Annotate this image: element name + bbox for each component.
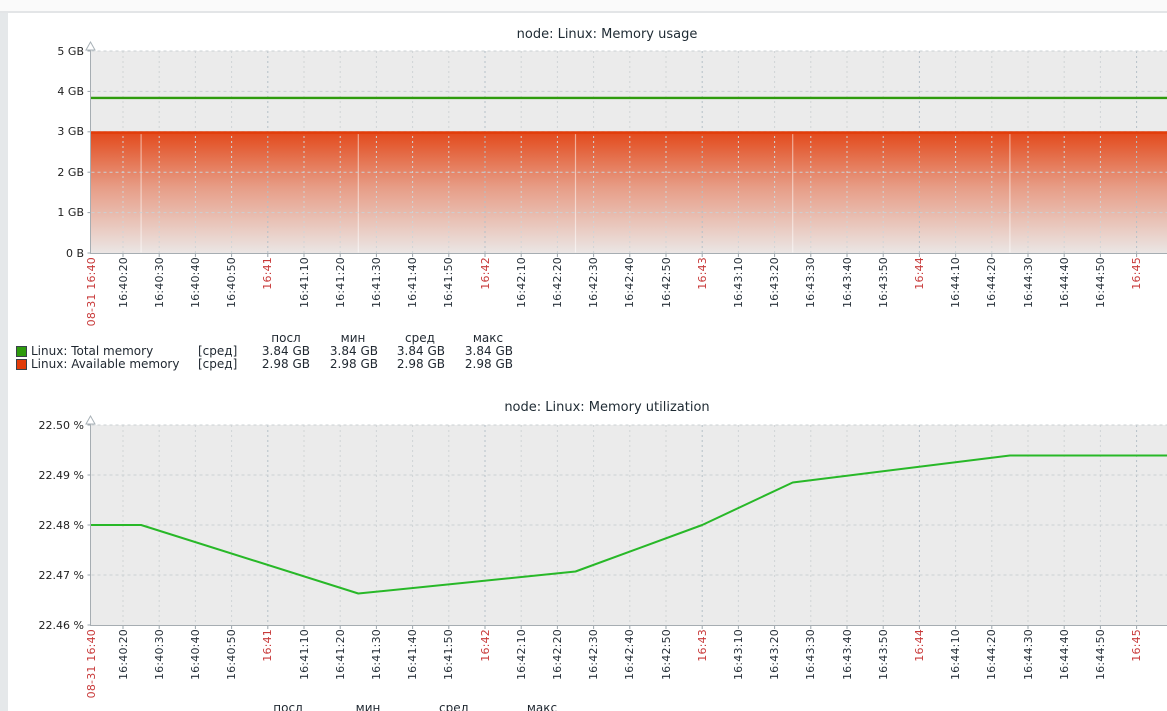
x-tick-label: 16:42:30: [587, 257, 601, 309]
x-tick-label: 16:44:50: [1093, 257, 1107, 309]
x-tick-label: 16:40:20: [116, 629, 130, 681]
legend-stat-value: 2.98 GB: [464, 357, 513, 371]
top-strip: [0, 0, 1167, 13]
y-axis-label: 2 GB: [57, 165, 84, 179]
x-tick-label: 16:40:40: [188, 629, 202, 681]
y-axis-label: 22.47 %: [38, 568, 84, 582]
x-tick-label: 16:45: [1130, 257, 1144, 290]
x-tick-label: 16:43: [695, 629, 709, 662]
x-tick-label: 16:40:20: [116, 257, 130, 309]
legend-series-label: Linux: Available memory: [31, 357, 180, 371]
legend-stat-value: 3.84 GB: [464, 344, 513, 358]
x-tick-label: 16:44:10: [949, 257, 963, 309]
x-tick-label: 16:44:10: [949, 629, 963, 681]
x-tick-label: 16:44:30: [1021, 629, 1035, 681]
x-tick-label: 16:41:40: [406, 629, 420, 681]
x-tick-label: 16:41:30: [369, 629, 383, 681]
x-tick-label: 16:44:20: [985, 629, 999, 681]
x-tick-label: 16:42:50: [659, 629, 673, 681]
legend-stat-value: 3.84 GB: [261, 344, 310, 358]
x-start-date-label: 08-31 16:40: [84, 629, 98, 699]
legend-stat-value: 3.84 GB: [329, 344, 378, 358]
memory-usage-plot-area[interactable]: [91, 51, 1167, 253]
y-axis-label: 4 GB: [57, 84, 84, 98]
x-tick-label: 16:45: [1130, 629, 1144, 662]
y-axis-label: 3 GB: [57, 125, 84, 139]
x-tick-label: 16:44:50: [1093, 629, 1107, 681]
y-axis-label: 5 GB: [57, 44, 84, 58]
y-axis-label: 22.50 %: [38, 418, 84, 432]
x-tick-label: 16:43:20: [768, 629, 782, 681]
x-tick-label: 16:44: [912, 629, 926, 662]
x-tick-label: 16:40:50: [225, 629, 239, 681]
x-tick-label: 16:44:40: [1057, 257, 1071, 309]
x-tick-label: 16:43:50: [876, 257, 890, 309]
x-tick-label: 16:43:10: [731, 629, 745, 681]
legend-stat-value: 2.98 GB: [261, 357, 310, 371]
y-axis-label: 0 B: [65, 246, 84, 260]
legend-series-label: Linux: Total memory: [31, 344, 154, 358]
x-tick-label: 16:40:30: [152, 257, 166, 309]
x-tick-label: 16:41:20: [333, 629, 347, 681]
x-tick-label: 16:43: [695, 257, 709, 290]
x-tick-label: 16:42:10: [514, 629, 528, 681]
x-tick-label: 16:44:20: [985, 257, 999, 309]
x-tick-label: 16:44: [912, 257, 926, 290]
legend-stat-header-min: мин: [340, 331, 366, 345]
x-tick-label: 16:41:40: [406, 257, 420, 309]
x-tick-label: 16:41: [261, 629, 275, 662]
x-start-date-label: 08-31 16:40: [84, 257, 98, 327]
x-tick-label: 16:41:10: [297, 257, 311, 309]
graph-title-memory-usage: node: Linux: Memory usage: [516, 27, 698, 42]
legend-stat-header-max: макс: [472, 331, 504, 345]
x-tick-label: 16:43:20: [768, 257, 782, 309]
memory-utilization-plot-area[interactable]: [91, 425, 1167, 625]
x-tick-label: 16:42: [478, 629, 492, 662]
x-tick-label: 16:43:30: [804, 257, 818, 309]
legend-swatch-total-memory: [16, 346, 27, 357]
y-axis-label: 22.49 %: [38, 468, 84, 482]
legend-stat-value: 2.98 GB: [396, 357, 445, 371]
x-tick-label: 16:40:50: [225, 257, 239, 309]
legend-stat-header-min: мин: [355, 701, 381, 711]
x-tick-label: 16:44:30: [1021, 257, 1035, 309]
legend-swatch-available-memory: [16, 359, 27, 370]
x-tick-label: 16:42:30: [587, 629, 601, 681]
legend-func-label: [сред]: [198, 357, 238, 371]
x-tick-label: 16:42:40: [623, 257, 637, 309]
legend-stat-header-max: макс: [526, 701, 558, 711]
x-tick-label: 16:41:30: [369, 257, 383, 309]
graph-title-memory-utilization: node: Linux: Memory utilization: [504, 400, 710, 415]
x-tick-label: 16:42:10: [514, 257, 528, 309]
x-tick-label: 16:42:40: [623, 629, 637, 681]
x-tick-label: 16:42:50: [659, 257, 673, 309]
x-tick-label: 16:41:50: [442, 629, 456, 681]
legend-stat-header-last: посл: [273, 701, 303, 711]
y-axis-label: 22.48 %: [38, 518, 84, 532]
legend-stat-header-avg: сред: [405, 331, 435, 345]
x-tick-label: 16:41:50: [442, 257, 456, 309]
legend-stat-header-last: посл: [271, 331, 301, 345]
x-tick-label: 16:42:20: [550, 257, 564, 309]
x-tick-label: 16:43:10: [731, 257, 745, 309]
x-tick-label: 16:43:40: [840, 629, 854, 681]
x-tick-label: 16:44:40: [1057, 629, 1071, 681]
legend-stat-header-avg: сред: [439, 701, 469, 711]
x-tick-label: 16:43:50: [876, 629, 890, 681]
x-tick-label: 16:41:20: [333, 257, 347, 309]
x-tick-label: 16:40:30: [152, 629, 166, 681]
legend-func-label: [сред]: [198, 344, 238, 358]
x-tick-label: 16:42: [478, 257, 492, 290]
y-axis-label: 22.46 %: [38, 618, 84, 632]
x-tick-label: 16:42:20: [550, 629, 564, 681]
legend-stat-value: 2.98 GB: [329, 357, 378, 371]
x-tick-label: 16:43:40: [840, 257, 854, 309]
x-tick-label: 16:43:30: [804, 629, 818, 681]
y-axis-label: 1 GB: [57, 206, 84, 220]
x-tick-label: 16:41:10: [297, 629, 311, 681]
x-tick-label: 16:41: [261, 257, 275, 290]
x-tick-label: 16:40:40: [188, 257, 202, 309]
legend-stat-value: 3.84 GB: [396, 344, 445, 358]
